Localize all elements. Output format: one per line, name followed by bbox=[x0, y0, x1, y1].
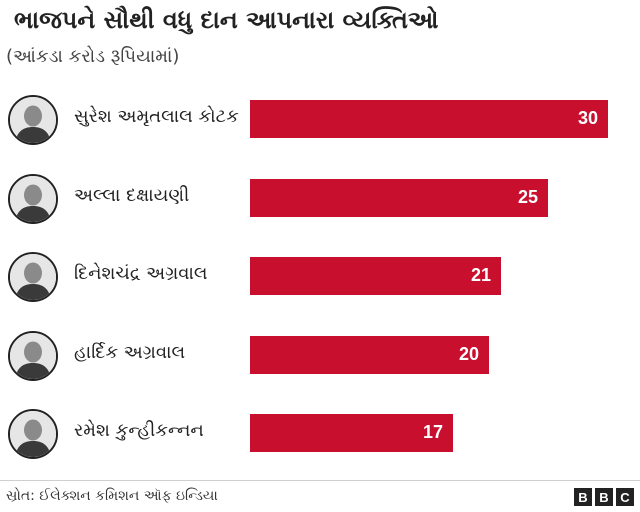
logo-letter: C bbox=[616, 488, 634, 506]
category-label: અલ્લા દક્ષાયણી bbox=[74, 184, 190, 206]
bar-value-label: 25 bbox=[517, 186, 538, 207]
bar: 20 bbox=[250, 335, 489, 374]
category-label: હાર્દિક અગ્રવાલ bbox=[74, 341, 186, 363]
person-portrait-icon bbox=[8, 330, 58, 381]
person-portrait-icon bbox=[8, 173, 58, 224]
bar: 25 bbox=[250, 178, 548, 217]
bar-value-label: 30 bbox=[577, 108, 598, 128]
category-label: રમેશ કુન્હીકન્નન bbox=[74, 420, 204, 441]
person-portrait-icon bbox=[8, 409, 58, 459]
chart-row: રમેશ કુન્હીકન્નન 17 bbox=[0, 408, 640, 464]
bbc-logo: B B C bbox=[574, 488, 634, 506]
person-portrait-icon bbox=[8, 95, 58, 145]
category-label: સુરેશ અમૃતલાલ કોટક bbox=[74, 106, 239, 127]
category-label: દિનેશચંદ્ર અગ્રવાલ bbox=[74, 263, 208, 284]
chart-row: હાર્દિક અગ્રવાલ 20 bbox=[0, 330, 640, 386]
bar: 30 bbox=[250, 100, 608, 138]
source-text: સ્રોત: ઈલેક્શન કમિશન ઑફ ઇન્ડિયા bbox=[6, 488, 218, 504]
chart-row: અલ્લા દક્ષાયણી 25 bbox=[0, 173, 640, 229]
chart-row: દિનેશચંદ્ર અગ્રવાલ 21 bbox=[0, 251, 640, 307]
logo-letter: B bbox=[574, 488, 592, 506]
logo-letter: B bbox=[595, 488, 613, 506]
bar: 21 bbox=[250, 257, 501, 295]
person-portrait-icon bbox=[8, 252, 58, 302]
chart-row: સુરેશ અમૃતલાલ કોટક 30 bbox=[0, 94, 640, 150]
chart-subtitle: (આંકડા કરોડ રૂપિયામાં) bbox=[6, 46, 180, 67]
bar-value-label: 21 bbox=[470, 265, 491, 285]
bar-value-label: 20 bbox=[458, 343, 479, 364]
bar: 17 bbox=[250, 414, 453, 452]
footer-divider bbox=[0, 480, 640, 481]
chart-title: ભાજપને સૌથી વધુ દાન આપનારા વ્યક્તિઓ bbox=[14, 6, 439, 34]
bar-value-label: 17 bbox=[422, 422, 443, 442]
